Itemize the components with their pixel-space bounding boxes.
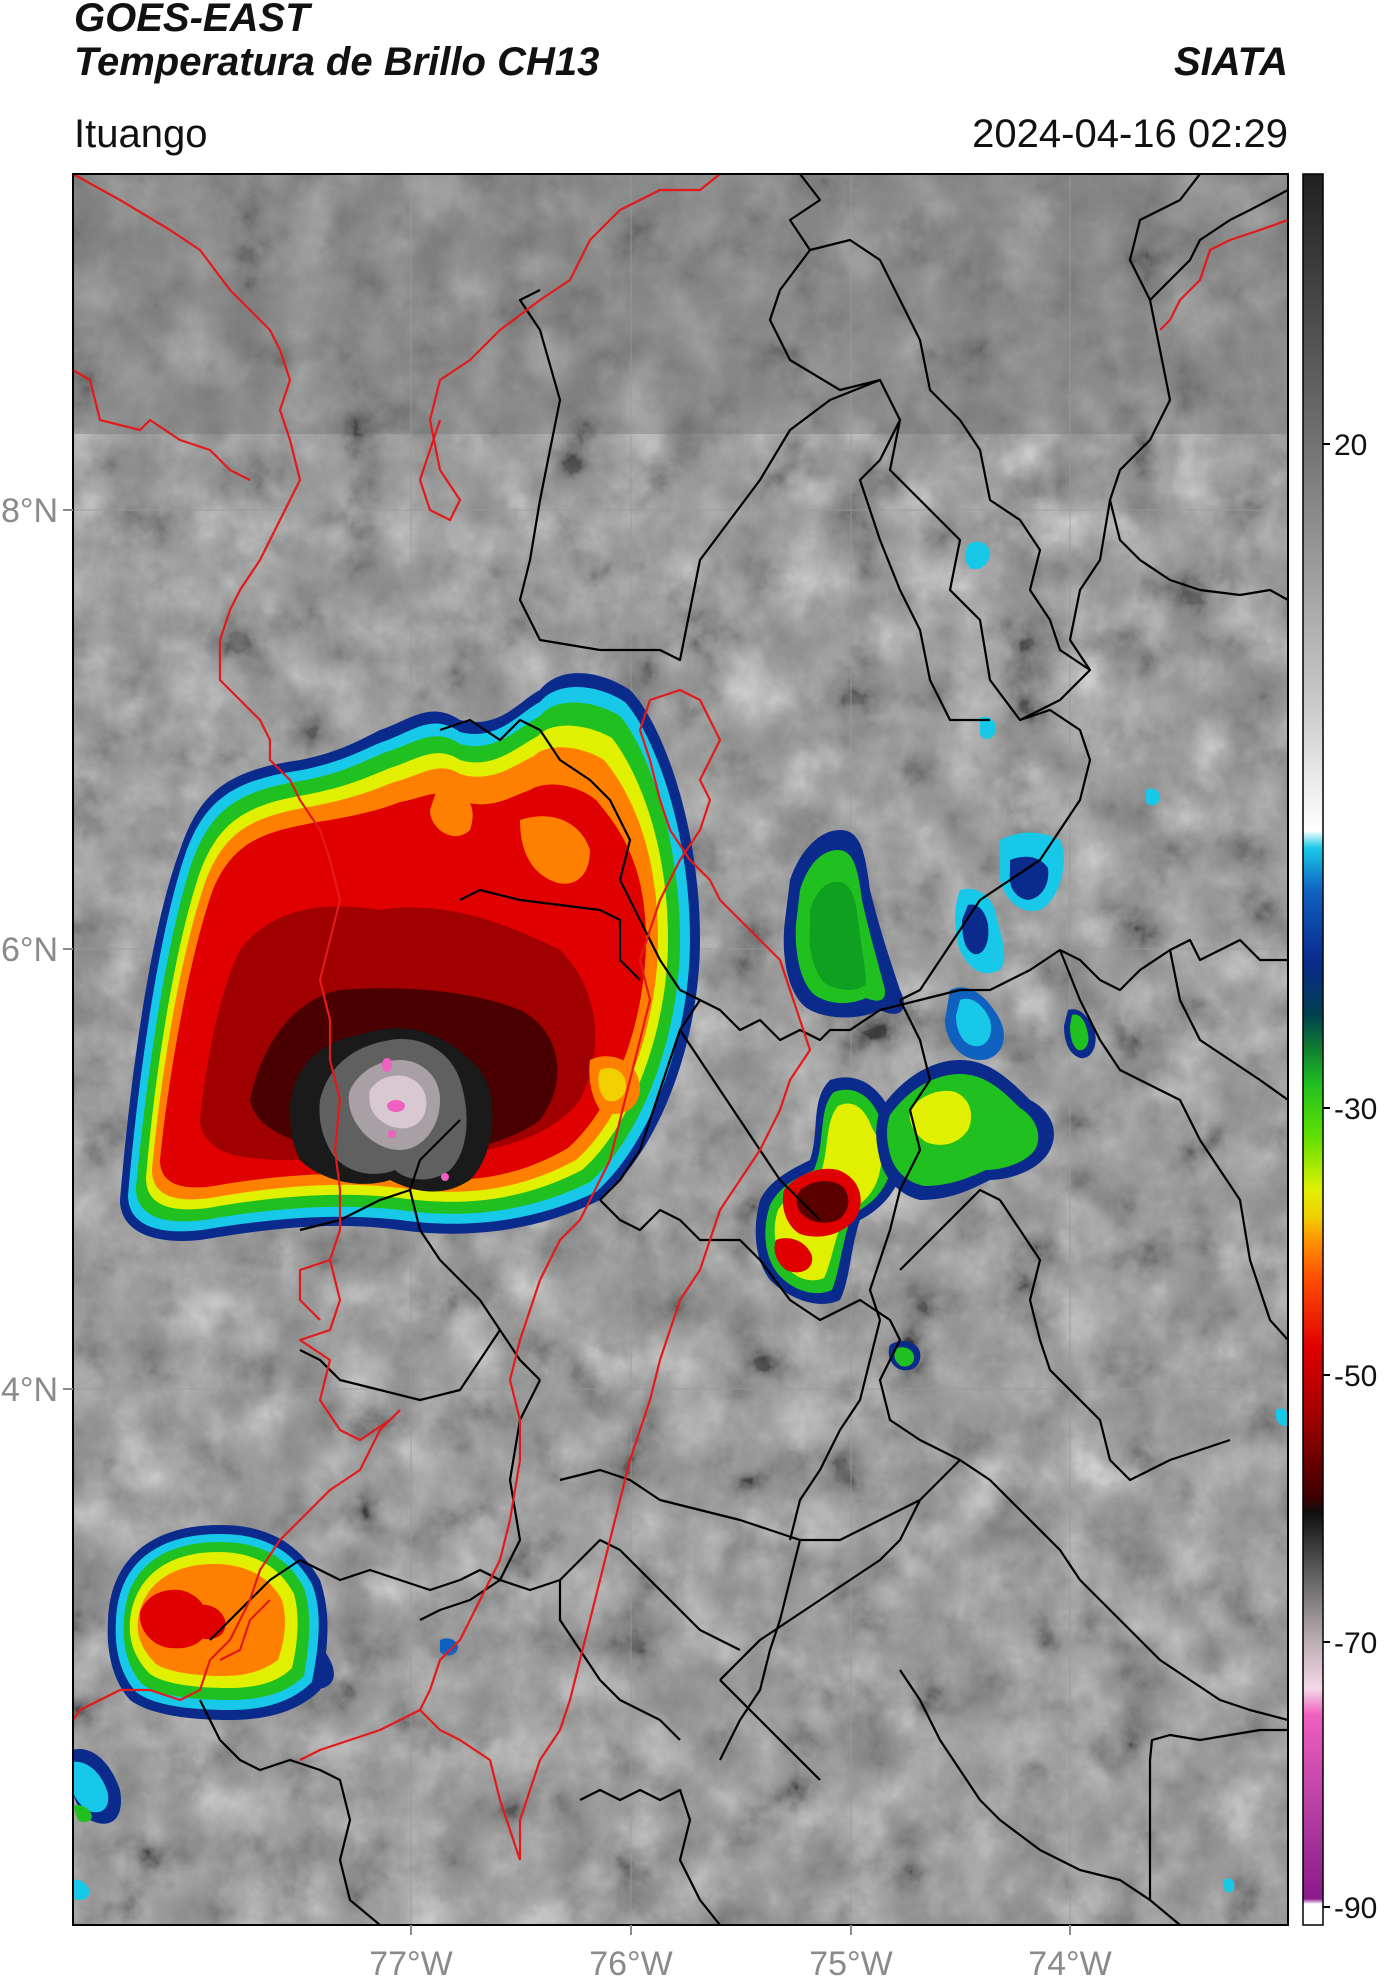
edge-patches (73, 1408, 1288, 1900)
colorbar-scale (1302, 173, 1324, 1926)
location-label: Ituango (74, 112, 208, 156)
colorbar-tick-minus50: -50 (1334, 1360, 1377, 1393)
lon-label-76w: 76°W (589, 1945, 673, 1981)
lon-ticks (410, 1925, 1071, 1935)
lat-label-6n: 6°N (1, 931, 58, 969)
datetime-label: 2024-04-16 02:29 (972, 112, 1288, 156)
storm-central (440, 541, 1160, 1656)
colorbar-tick-minus70: -70 (1334, 1627, 1377, 1660)
colorbar-tick-minus30: -30 (1334, 1093, 1377, 1126)
department-borders (199, 174, 1288, 1925)
country-borders (73, 174, 1288, 1861)
satellite-name: GOES-EAST (74, 0, 310, 40)
lat-label-8n: 8°N (1, 492, 58, 530)
storm-main (120, 673, 700, 1241)
lat-label-4n: 4°N (1, 1371, 58, 1409)
storm-southwest (107, 1525, 334, 1720)
organization-label: SIATA (1173, 40, 1288, 84)
product-title: Temperatura de Brillo CH13 (74, 40, 600, 84)
lon-label-75w: 75°W (809, 1945, 893, 1981)
lon-label-77w: 77°W (369, 1945, 453, 1981)
lat-ticks (63, 509, 73, 1390)
plot-frame (72, 173, 1289, 1926)
colorbar-tick-20: 20 (1334, 429, 1367, 462)
colorbar-tick-minus90: -90 (1334, 1892, 1377, 1925)
colorbar: 20 -30 -50 -70 -90 (1302, 173, 1377, 1926)
lon-label-74w: 74°W (1028, 1945, 1112, 1981)
